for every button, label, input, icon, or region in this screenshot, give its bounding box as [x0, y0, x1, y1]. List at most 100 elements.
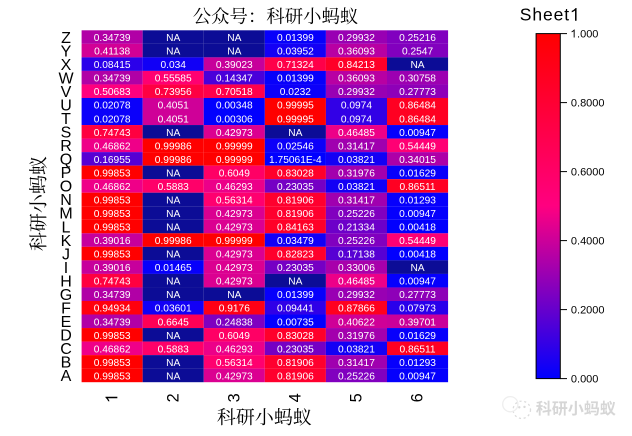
svg-text:0.25226: 0.25226: [338, 371, 375, 382]
svg-text:0.01293: 0.01293: [399, 358, 436, 369]
svg-text:0.25216: 0.25216: [399, 33, 436, 44]
svg-text:0.99853: 0.99853: [94, 223, 131, 234]
svg-text:0.39016: 0.39016: [94, 236, 131, 247]
svg-text:Q: Q: [60, 152, 72, 169]
svg-text:0.6000: 0.6000: [571, 167, 605, 179]
svg-text:0.03601: 0.03601: [155, 304, 192, 315]
svg-text:Sheet: Sheet: [520, 5, 570, 25]
svg-text:NA: NA: [166, 47, 180, 58]
svg-text:NA: NA: [227, 47, 241, 58]
svg-text:0.6049: 0.6049: [219, 331, 250, 342]
svg-text:N: N: [60, 192, 72, 209]
svg-text:0.94934: 0.94934: [94, 304, 131, 315]
svg-text:0.42973: 0.42973: [216, 250, 253, 261]
svg-text:L: L: [62, 219, 71, 236]
svg-text:0.31976: 0.31976: [338, 331, 375, 342]
svg-text:0.4051: 0.4051: [158, 101, 189, 112]
svg-text:0.02078: 0.02078: [94, 114, 131, 125]
svg-text:0.00735: 0.00735: [277, 317, 314, 328]
svg-text:0.99999: 0.99999: [216, 155, 253, 166]
svg-text:0.16955: 0.16955: [94, 155, 131, 166]
svg-text:0.000: 0.000: [571, 374, 599, 386]
svg-text:0.33006: 0.33006: [338, 263, 375, 274]
svg-text:0.03821: 0.03821: [338, 344, 375, 355]
svg-text:0.99853: 0.99853: [94, 195, 131, 206]
svg-text:NA: NA: [166, 223, 180, 234]
svg-text:V: V: [61, 84, 72, 101]
svg-text:0.03821: 0.03821: [338, 182, 375, 193]
svg-text:0.39023: 0.39023: [216, 60, 253, 71]
svg-text:0.74743: 0.74743: [94, 277, 131, 288]
svg-text:0.0974: 0.0974: [341, 101, 372, 112]
svg-text:0.5883: 0.5883: [158, 344, 189, 355]
svg-text:0.01629: 0.01629: [399, 168, 436, 179]
svg-text:0.34739: 0.34739: [94, 74, 131, 85]
svg-text:5: 5: [348, 393, 366, 402]
svg-text:0.00947: 0.00947: [399, 128, 436, 139]
svg-text:0.01465: 0.01465: [155, 263, 192, 274]
svg-text:0.73956: 0.73956: [155, 87, 192, 98]
svg-text:NA: NA: [227, 290, 241, 301]
svg-text:NA: NA: [410, 263, 424, 274]
svg-text:0.00947: 0.00947: [399, 209, 436, 220]
svg-text:3: 3: [226, 393, 244, 402]
svg-text:0.17138: 0.17138: [338, 250, 375, 261]
svg-text:X: X: [61, 57, 72, 74]
svg-text:I: I: [64, 260, 68, 277]
svg-text:0.03952: 0.03952: [277, 47, 314, 58]
svg-text:0.99999: 0.99999: [216, 141, 253, 152]
svg-text:0.50683: 0.50683: [94, 87, 131, 98]
svg-text:6: 6: [409, 393, 427, 402]
svg-text:0.9176: 0.9176: [219, 304, 250, 315]
svg-text:NA: NA: [288, 277, 302, 288]
svg-text:0.84213: 0.84213: [338, 60, 375, 71]
svg-text:O: O: [60, 179, 72, 196]
svg-text:1.75061E-4: 1.75061E-4: [269, 155, 322, 166]
svg-text:P: P: [61, 165, 72, 182]
svg-text:0.82823: 0.82823: [277, 250, 314, 261]
svg-text:B: B: [61, 355, 72, 372]
svg-text:0.70518: 0.70518: [216, 87, 253, 98]
svg-text:0.40622: 0.40622: [338, 317, 375, 328]
svg-text:0.83028: 0.83028: [277, 168, 314, 179]
svg-text:0.46293: 0.46293: [216, 182, 253, 193]
svg-text:0.31417: 0.31417: [338, 141, 375, 152]
svg-text:0.54449: 0.54449: [399, 236, 436, 247]
svg-text:2: 2: [164, 393, 182, 402]
svg-text:0.2547: 0.2547: [402, 47, 433, 58]
svg-text:W: W: [58, 70, 74, 87]
svg-text:0.02546: 0.02546: [277, 141, 314, 152]
svg-text:Y: Y: [61, 43, 72, 60]
svg-text:NA: NA: [166, 209, 180, 220]
svg-text:0.42973: 0.42973: [216, 263, 253, 274]
svg-text:0.46485: 0.46485: [338, 277, 375, 288]
svg-text:NA: NA: [166, 250, 180, 261]
svg-text:0.09441: 0.09441: [277, 304, 314, 315]
svg-text:0.01399: 0.01399: [277, 74, 314, 85]
svg-text:0.39701: 0.39701: [399, 317, 436, 328]
svg-text:0.81906: 0.81906: [277, 358, 314, 369]
svg-text:0.99853: 0.99853: [94, 168, 131, 179]
svg-text:0.5883: 0.5883: [158, 182, 189, 193]
svg-text:0.2000: 0.2000: [571, 305, 605, 317]
svg-text:NA: NA: [166, 290, 180, 301]
svg-text:0.25226: 0.25226: [338, 236, 375, 247]
svg-text:0.07973: 0.07973: [399, 304, 436, 315]
svg-text:0.6645: 0.6645: [158, 317, 189, 328]
svg-text:0.46862: 0.46862: [94, 182, 131, 193]
svg-text:NA: NA: [166, 33, 180, 44]
svg-text:0.01399: 0.01399: [277, 290, 314, 301]
svg-text:0.99986: 0.99986: [155, 155, 192, 166]
svg-text:NA: NA: [227, 33, 241, 44]
svg-text:NA: NA: [166, 358, 180, 369]
svg-text:0.30758: 0.30758: [399, 74, 436, 85]
svg-text:0.55585: 0.55585: [155, 74, 192, 85]
svg-text:R: R: [60, 138, 72, 155]
svg-text:0.31417: 0.31417: [338, 195, 375, 206]
svg-text:0.42973: 0.42973: [216, 277, 253, 288]
svg-text:0.99853: 0.99853: [94, 209, 131, 220]
svg-text:0.034: 0.034: [160, 60, 186, 71]
svg-text:0.46485: 0.46485: [338, 128, 375, 139]
svg-text:0.99999: 0.99999: [216, 236, 253, 247]
svg-text:0.86511: 0.86511: [400, 182, 436, 193]
